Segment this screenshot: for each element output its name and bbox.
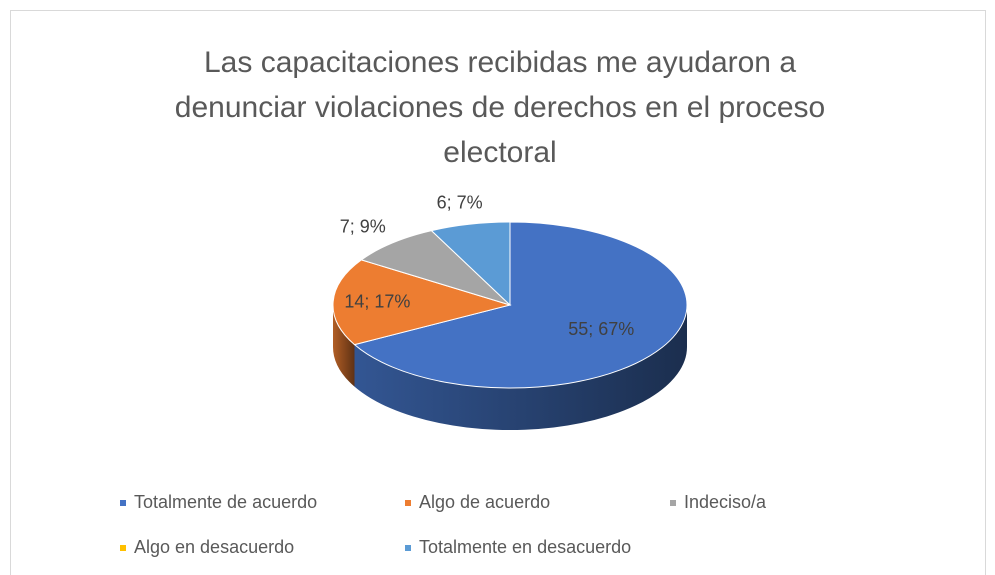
chart-title: Las capacitaciones recibidas me ayudaron… (174, 46, 826, 169)
legend-label: Totalmente de acuerdo (134, 492, 317, 512)
legend-swatch (405, 545, 411, 551)
chart-border (10, 10, 986, 575)
legend-label: Algo de acuerdo (419, 492, 550, 512)
pie-side (354, 305, 687, 431)
legend-label: Indeciso/a (684, 492, 767, 512)
pie-slice (430, 221, 511, 307)
legend-swatch (120, 500, 126, 506)
legend-swatch (120, 545, 126, 551)
legend-swatch (405, 500, 411, 506)
legend-swatch (670, 500, 676, 506)
pie-slice (353, 221, 688, 389)
data-label: 6; 7% (437, 193, 483, 213)
legend-label: Totalmente en desacuerdo (419, 537, 631, 557)
pie-slice (360, 230, 511, 306)
legend-label: Algo en desacuerdo (134, 537, 294, 557)
data-label: 14; 17% (344, 291, 410, 311)
data-label: 7; 9% (340, 216, 386, 236)
data-label: 55; 67% (568, 319, 634, 339)
pie-slice (332, 259, 512, 346)
